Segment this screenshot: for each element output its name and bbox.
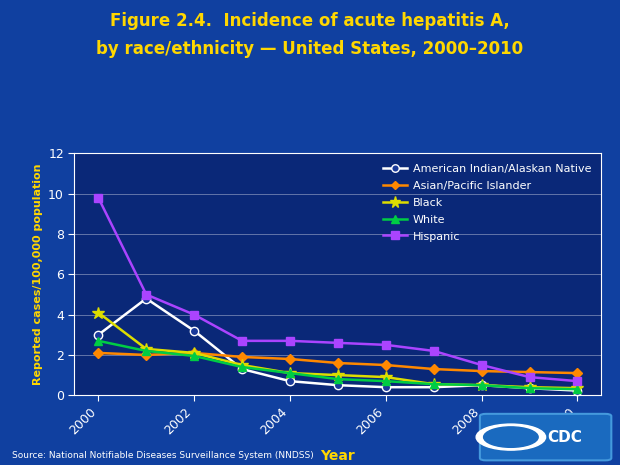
Circle shape bbox=[484, 427, 538, 447]
Asian/Pacific Islander bbox=[526, 369, 533, 375]
Line: Black: Black bbox=[92, 306, 583, 394]
American Indian/Alaskan Native bbox=[334, 382, 342, 388]
Text: Source: National Notifiable Diseases Surveillance System (NNDSS): Source: National Notifiable Diseases Sur… bbox=[12, 452, 314, 460]
Hispanic bbox=[95, 195, 102, 200]
Hispanic bbox=[574, 379, 581, 384]
White bbox=[574, 386, 581, 392]
Line: White: White bbox=[94, 337, 582, 393]
American Indian/Alaskan Native bbox=[478, 382, 485, 388]
Black bbox=[526, 385, 533, 390]
American Indian/Alaskan Native bbox=[430, 385, 438, 390]
American Indian/Alaskan Native bbox=[382, 385, 389, 390]
American Indian/Alaskan Native bbox=[286, 379, 294, 384]
Black bbox=[430, 381, 438, 387]
Asian/Pacific Islander bbox=[574, 370, 581, 376]
Black bbox=[190, 350, 198, 356]
Black bbox=[478, 382, 485, 388]
Black bbox=[334, 372, 342, 378]
Asian/Pacific Islander bbox=[286, 356, 294, 362]
Hispanic bbox=[478, 362, 485, 368]
American Indian/Alaskan Native bbox=[238, 366, 246, 372]
Text: by race/ethnicity — United States, 2000–2010: by race/ethnicity — United States, 2000–… bbox=[97, 40, 523, 58]
Black bbox=[574, 385, 581, 391]
Hispanic bbox=[334, 340, 342, 345]
White bbox=[382, 379, 389, 384]
Hispanic bbox=[382, 342, 389, 348]
Hispanic bbox=[286, 338, 294, 344]
Asian/Pacific Islander bbox=[143, 352, 150, 358]
Line: Hispanic: Hispanic bbox=[94, 193, 582, 385]
Asian/Pacific Islander bbox=[238, 354, 246, 360]
Hispanic bbox=[143, 292, 150, 297]
Hispanic bbox=[238, 338, 246, 344]
Text: Figure 2.4.  Incidence of acute hepatitis A,: Figure 2.4. Incidence of acute hepatitis… bbox=[110, 12, 510, 30]
Black bbox=[286, 370, 294, 376]
Hispanic bbox=[526, 374, 533, 380]
Hispanic bbox=[430, 348, 438, 354]
Black bbox=[238, 362, 246, 368]
Black bbox=[95, 310, 102, 315]
Asian/Pacific Islander bbox=[430, 366, 438, 372]
Legend: American Indian/Alaskan Native, Asian/Pacific Islander, Black, White, Hispanic: American Indian/Alaskan Native, Asian/Pa… bbox=[378, 159, 596, 246]
Text: CDC: CDC bbox=[547, 430, 582, 445]
Asian/Pacific Islander bbox=[95, 350, 102, 356]
American Indian/Alaskan Native bbox=[526, 385, 533, 391]
Y-axis label: Reported cases/100,000 population: Reported cases/100,000 population bbox=[33, 164, 43, 385]
X-axis label: Year: Year bbox=[321, 449, 355, 463]
American Indian/Alaskan Native bbox=[95, 332, 102, 338]
White bbox=[334, 376, 342, 382]
American Indian/Alaskan Native bbox=[190, 328, 198, 333]
White bbox=[430, 381, 438, 387]
Asian/Pacific Islander bbox=[190, 350, 198, 356]
White bbox=[526, 385, 533, 391]
White bbox=[238, 364, 246, 370]
Black bbox=[143, 346, 150, 352]
American Indian/Alaskan Native bbox=[574, 388, 581, 393]
Circle shape bbox=[476, 424, 546, 450]
American Indian/Alaskan Native bbox=[143, 296, 150, 301]
Asian/Pacific Islander bbox=[478, 368, 485, 374]
White bbox=[190, 353, 198, 359]
White bbox=[95, 338, 102, 344]
White bbox=[286, 370, 294, 376]
Hispanic bbox=[190, 312, 198, 318]
Black bbox=[382, 374, 389, 380]
Line: American Indian/Alaskan Native: American Indian/Alaskan Native bbox=[94, 294, 582, 395]
White bbox=[478, 382, 485, 388]
Asian/Pacific Islander bbox=[334, 360, 342, 366]
FancyBboxPatch shape bbox=[480, 414, 611, 460]
Line: Asian/Pacific Islander: Asian/Pacific Islander bbox=[95, 350, 581, 377]
Asian/Pacific Islander bbox=[382, 362, 389, 368]
White bbox=[143, 348, 150, 354]
